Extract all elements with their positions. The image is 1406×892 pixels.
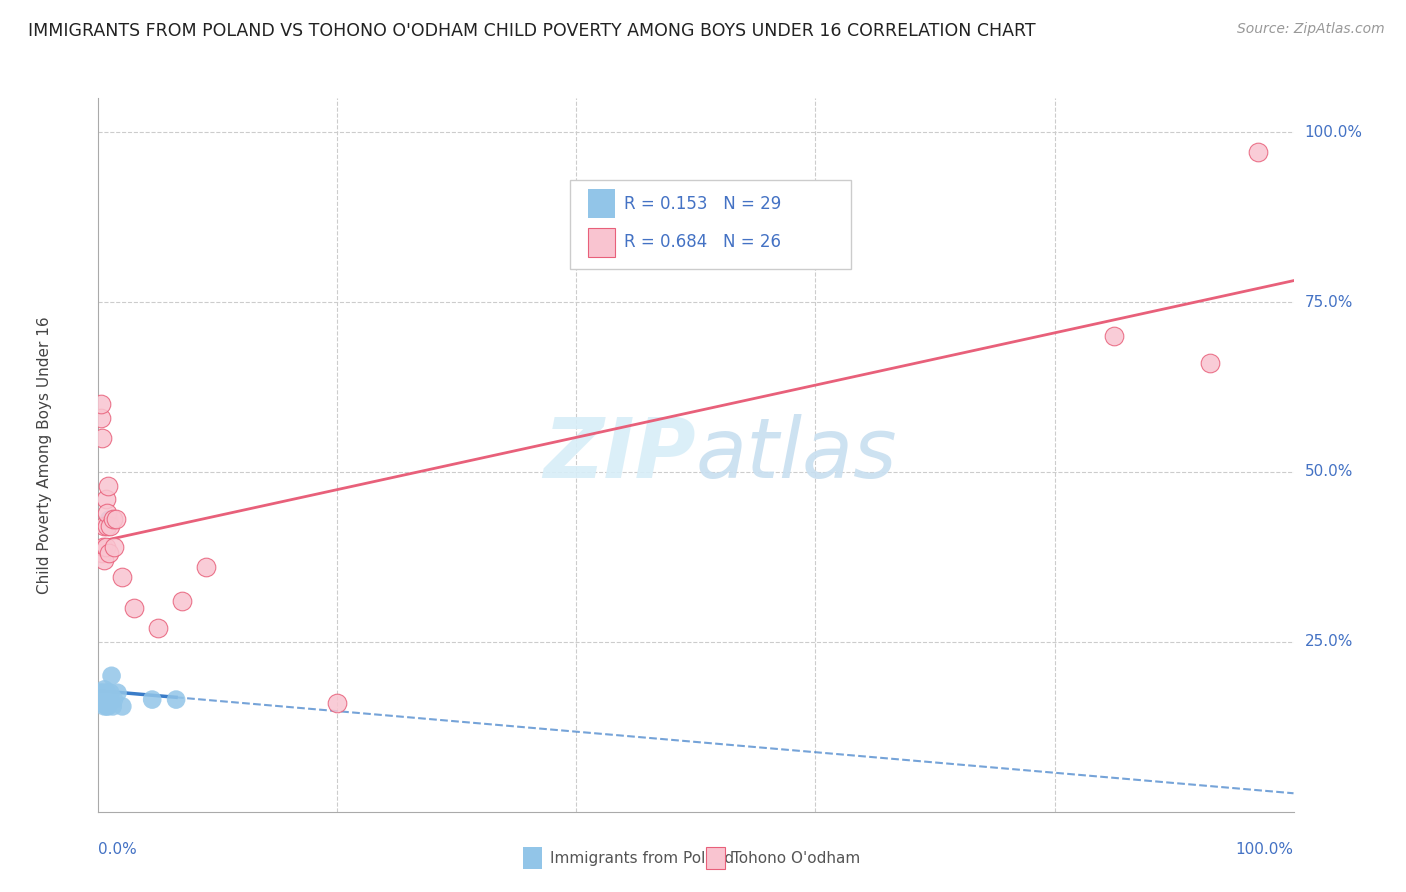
Point xyxy=(98,546,121,560)
Point xyxy=(124,600,146,615)
Text: IMMIGRANTS FROM POLAND VS TOHONO O'ODHAM CHILD POVERTY AMONG BOYS UNDER 16 CORRE: IMMIGRANTS FROM POLAND VS TOHONO O'ODHAM… xyxy=(28,22,1036,40)
Point xyxy=(94,692,117,706)
Point xyxy=(194,560,217,574)
Point xyxy=(1198,356,1220,370)
Point xyxy=(94,686,117,700)
Point xyxy=(96,692,118,706)
Point xyxy=(326,696,349,710)
FancyBboxPatch shape xyxy=(571,180,851,269)
Point xyxy=(101,512,124,526)
FancyBboxPatch shape xyxy=(589,228,614,257)
Point xyxy=(98,519,122,533)
Point xyxy=(103,540,125,554)
Text: 100.0%: 100.0% xyxy=(1236,842,1294,857)
Text: Immigrants from Poland: Immigrants from Poland xyxy=(550,851,734,865)
Text: 75.0%: 75.0% xyxy=(1305,294,1353,310)
Point xyxy=(100,669,122,683)
Point xyxy=(91,696,114,710)
Point xyxy=(94,492,117,507)
Point xyxy=(96,699,118,714)
Text: atlas: atlas xyxy=(696,415,897,495)
Text: Child Poverty Among Boys Under 16: Child Poverty Among Boys Under 16 xyxy=(37,316,52,594)
FancyBboxPatch shape xyxy=(589,189,614,218)
Point xyxy=(165,692,187,706)
Point xyxy=(96,506,118,520)
Point xyxy=(107,686,129,700)
Point xyxy=(1246,145,1268,160)
Point xyxy=(93,553,115,567)
Point xyxy=(97,699,120,714)
Point xyxy=(91,689,114,703)
Point xyxy=(96,686,118,700)
Point xyxy=(96,519,118,533)
FancyBboxPatch shape xyxy=(523,847,541,869)
Point xyxy=(97,478,120,492)
Text: ZIP: ZIP xyxy=(543,415,696,495)
Point xyxy=(90,410,112,425)
Point xyxy=(94,689,117,703)
Point xyxy=(97,689,120,703)
Text: Tohono O'odham: Tohono O'odham xyxy=(733,851,860,865)
Point xyxy=(93,699,115,714)
Point xyxy=(98,512,121,526)
Point xyxy=(91,692,114,706)
Point xyxy=(97,692,120,706)
Text: 25.0%: 25.0% xyxy=(1305,634,1353,649)
Point xyxy=(91,546,114,560)
Point xyxy=(94,696,117,710)
Point xyxy=(141,692,163,706)
Point xyxy=(105,512,128,526)
Point xyxy=(91,431,114,445)
Point xyxy=(111,570,134,584)
Text: 0.0%: 0.0% xyxy=(98,842,138,857)
Text: R = 0.684   N = 26: R = 0.684 N = 26 xyxy=(624,234,782,252)
Point xyxy=(93,519,115,533)
Point xyxy=(103,692,125,706)
Point xyxy=(91,686,114,700)
Point xyxy=(172,594,194,608)
Point xyxy=(93,682,115,697)
Point xyxy=(101,699,124,714)
Point xyxy=(90,686,112,700)
Point xyxy=(1102,329,1125,343)
Point xyxy=(93,692,115,706)
Text: 100.0%: 100.0% xyxy=(1305,125,1362,140)
Point xyxy=(148,621,170,635)
Point xyxy=(91,692,114,706)
Text: Source: ZipAtlas.com: Source: ZipAtlas.com xyxy=(1237,22,1385,37)
Point xyxy=(94,540,117,554)
Point xyxy=(98,686,122,700)
Point xyxy=(111,699,134,714)
Point xyxy=(90,397,112,411)
Text: 50.0%: 50.0% xyxy=(1305,465,1353,479)
FancyBboxPatch shape xyxy=(706,847,724,869)
Point xyxy=(91,689,114,703)
Point xyxy=(91,540,114,554)
Text: R = 0.153   N = 29: R = 0.153 N = 29 xyxy=(624,194,782,212)
